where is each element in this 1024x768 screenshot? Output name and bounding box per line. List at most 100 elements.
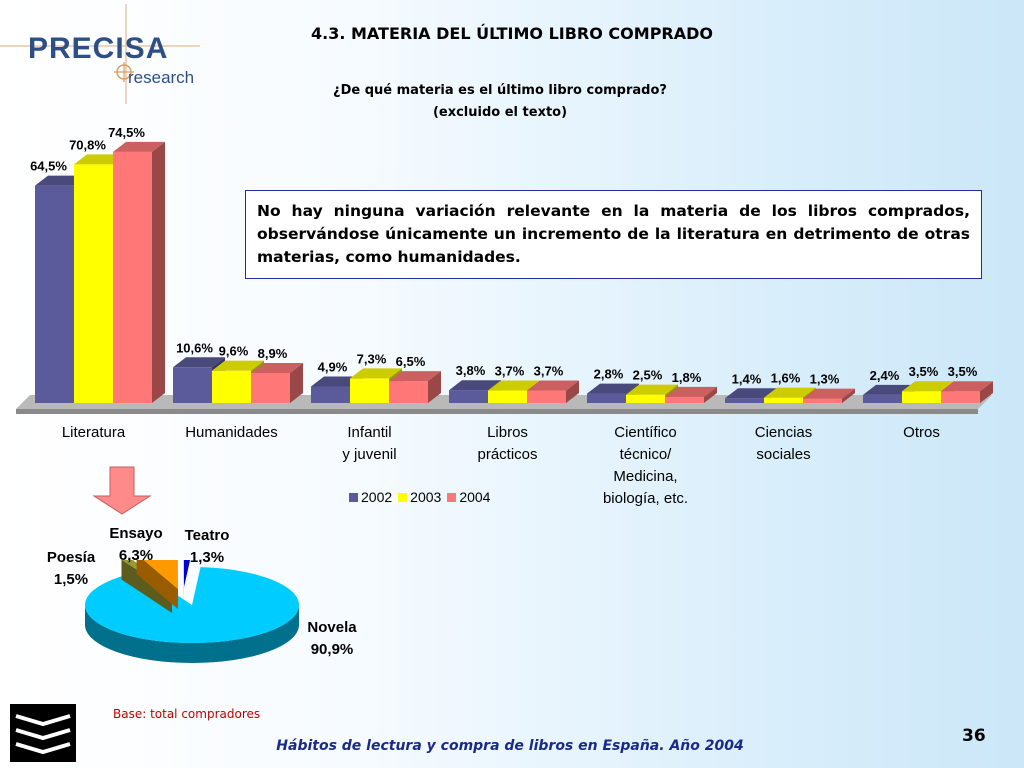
category-label: Literatura [29, 422, 159, 444]
footer-title: Hábitos de lectura y compra de libros en… [276, 738, 744, 754]
bar-2003-0 [74, 164, 113, 403]
category-label: Infantil y juvenil [305, 422, 435, 466]
bar-top-2003-6 [902, 381, 954, 392]
bar-side-2004-1 [290, 363, 303, 403]
bar-label-2002-0: 64,5% [30, 159, 67, 174]
category-label-line: Otros [903, 424, 940, 441]
bar-label-2004-4: 1,8% [672, 370, 702, 385]
book-emblem-icon [10, 704, 76, 762]
category-label: Otros [857, 422, 987, 444]
bar-2003-6 [902, 391, 941, 403]
category-label-line: Científico [614, 424, 677, 441]
pie-label-ensayo-name: Ensayo [109, 525, 163, 542]
bar-2002-2 [311, 386, 350, 403]
bar-label-2002-6: 2,4% [870, 368, 900, 383]
category-label: Científico técnico/Medicina, biología, etc… [581, 422, 711, 510]
bar-top-2003-2 [350, 368, 402, 379]
bar-side-2004-6 [980, 381, 993, 403]
bar-top-2004-6 [941, 381, 993, 392]
bar-label-2004-2: 6,5% [396, 354, 426, 369]
bar-2004-6 [941, 391, 980, 403]
category-label-line: técnico/ [619, 446, 672, 463]
legend-swatch-2004 [447, 492, 457, 502]
category-label-line: Ciencias [754, 424, 813, 441]
legend-label-2003: 2003 [410, 489, 442, 505]
logo: PRECISA research [0, 0, 210, 110]
bar-top-2004-1 [251, 363, 303, 374]
pie-label-novela-value: 90,9% [310, 641, 354, 658]
pie-slice-0 [85, 567, 300, 643]
bar-2003-1 [212, 370, 251, 403]
bar-2002-1 [173, 367, 212, 403]
bar-label-2004-0: 74,5% [108, 125, 145, 140]
bar-2004-2 [389, 381, 428, 403]
pie-label-teatro: Teatro 1,3% [176, 525, 238, 569]
base-note: Base: total compradores [113, 707, 261, 721]
bar-top-2002-5 [725, 388, 777, 399]
pie-chart [85, 560, 300, 663]
bar-2004-1 [251, 373, 290, 403]
pie-label-poesia-value: 1,5% [53, 571, 89, 588]
bar-2002-4 [587, 393, 626, 403]
bar-label-2004-3: 3,7% [534, 364, 564, 379]
pie-label-poesia-name: Poesía [46, 549, 96, 566]
logo-wordmark: PRECISA [28, 32, 169, 65]
slide-title: 4.3. MATERIA DEL ÚLTIMO LIBRO COMPRADO [310, 24, 713, 43]
bar-2002-0 [35, 185, 74, 403]
bar-2002-6 [863, 394, 902, 403]
legend: 2002 2003 2004 [349, 489, 496, 505]
legend-item-2004: 2004 [447, 489, 490, 505]
pie-label-poesia: Poesía 1,5% [40, 547, 102, 591]
category-label: Humanidades [167, 422, 297, 444]
pie-label-novela-name: Novela [307, 619, 357, 636]
bar-side-2004-2 [428, 371, 441, 403]
bar-top-2004-0 [113, 141, 165, 152]
category-label-line: Libros [487, 424, 528, 441]
question-line-1: ¿De qué materia es el último libro compr… [333, 83, 667, 98]
bar-top-2004-5 [803, 388, 855, 399]
bar-2004-0 [113, 151, 152, 403]
bar-2002-3 [449, 390, 488, 403]
question-line-2: (excluido el texto) [432, 105, 568, 120]
bar-label-2002-3: 3,8% [456, 363, 486, 378]
bar-label-2002-1: 10,6% [176, 340, 213, 355]
legend-item-2003: 2003 [398, 489, 441, 505]
bar-label-2002-4: 2,8% [594, 367, 624, 382]
bar-top-2004-4 [665, 386, 717, 397]
category-label-line: Medicina, [613, 468, 678, 485]
bar-2003-3 [488, 390, 527, 403]
bar-top-2003-3 [488, 380, 540, 391]
pie-label-ensayo-value: 6,3% [118, 547, 154, 564]
bar-label-2003-6: 3,5% [909, 364, 939, 379]
pie-slice-3 [183, 560, 191, 587]
category-label-line: prácticos [477, 446, 538, 463]
bar-label-2004-5: 1,3% [810, 372, 840, 387]
bar-side-2004-0 [152, 141, 165, 403]
pie-label-teatro-value: 1,3% [189, 549, 225, 566]
bar-2002-5 [725, 398, 764, 403]
pie-side [85, 605, 299, 663]
note-box: No hay ninguna variación relevante en la… [245, 190, 982, 279]
legend-item-2002: 2002 [349, 489, 392, 505]
bar-label-2003-4: 2,5% [633, 368, 663, 383]
bar-top-2004-3 [527, 380, 579, 391]
bar-label-2003-0: 70,8% [69, 137, 106, 152]
bar-label-2002-2: 4,9% [318, 359, 348, 374]
bar-label-2003-5: 1,6% [771, 371, 801, 386]
page-number: 36 [962, 726, 986, 746]
bar-label-2002-5: 1,4% [732, 371, 762, 386]
pie-label-novela: Novela 90,9% [300, 617, 364, 661]
category-label: Ciencias sociales [719, 422, 849, 466]
pie-label-ensayo: Ensayo 6,3% [104, 523, 168, 567]
category-label-line: Literatura [61, 424, 126, 441]
bar-top-2003-5 [764, 387, 816, 398]
bar-side-2004-4 [704, 386, 717, 403]
bar-top-2002-3 [449, 380, 501, 391]
bar-label-2003-2: 7,3% [357, 351, 387, 366]
bar-chart: 64,5%70,8%74,5% 10,6% 9,6% 8,9% 4,9% 7,3% 6,5%… [16, 125, 993, 414]
logo-lines [0, 4, 200, 104]
pie-slice-2 [143, 560, 178, 589]
legend-label-2004: 2004 [459, 489, 491, 505]
down-arrow-icon [92, 466, 152, 515]
bar-top-2003-1 [212, 360, 264, 371]
